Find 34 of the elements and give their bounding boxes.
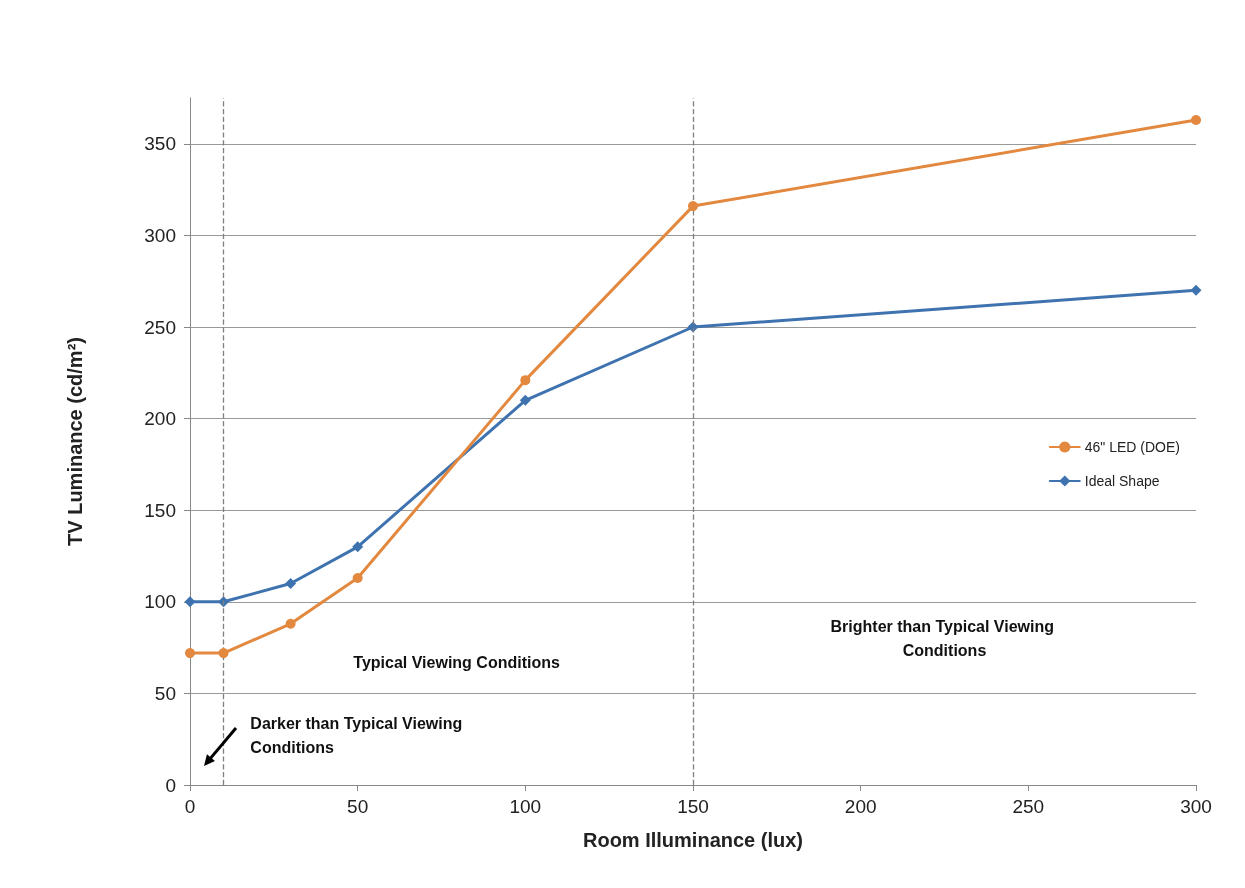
point — [184, 596, 196, 608]
y-tick-label: 300 — [144, 224, 176, 246]
point — [218, 648, 229, 659]
y-tick-label: 350 — [144, 133, 176, 155]
y-tick-label: 250 — [144, 316, 176, 338]
point — [520, 375, 531, 386]
x-axis-title: Room Illuminance (lux) — [582, 829, 804, 851]
point — [352, 541, 364, 553]
x-tick-label: 50 — [347, 796, 369, 817]
annotation: Brighter than Typical Viewing Conditions — [830, 618, 1059, 660]
legend-label: 46" LED (DOE) — [1084, 439, 1180, 455]
point — [285, 577, 297, 589]
x-tick-label: 0 — [184, 796, 196, 817]
y-tick-label: 50 — [154, 682, 176, 704]
x-tick-label: 100 — [509, 796, 542, 817]
annotation: Typical Viewing Conditions — [353, 654, 560, 672]
y-axis-title: TV Luminance (cd/m²) — [64, 337, 86, 546]
point — [1190, 284, 1202, 296]
legend-label: Ideal Shape — [1084, 473, 1160, 489]
y-tick-label: 100 — [144, 591, 176, 613]
x-tick-label: 250 — [1012, 796, 1045, 817]
point — [688, 201, 698, 212]
y-tick-label: 200 — [144, 408, 176, 430]
point — [519, 394, 531, 406]
point — [352, 572, 363, 583]
y-tick-label: 150 — [144, 499, 176, 521]
annotation: Darker than Typical Viewing Conditions — [250, 715, 467, 757]
point — [185, 648, 195, 659]
x-tick-label: 200 — [844, 796, 877, 817]
y-tick-label: 0 — [165, 774, 176, 796]
x-tick-label: 150 — [677, 796, 709, 817]
x-tick-label: 300 — [1180, 796, 1212, 817]
point — [1191, 114, 1201, 125]
point — [285, 618, 296, 629]
